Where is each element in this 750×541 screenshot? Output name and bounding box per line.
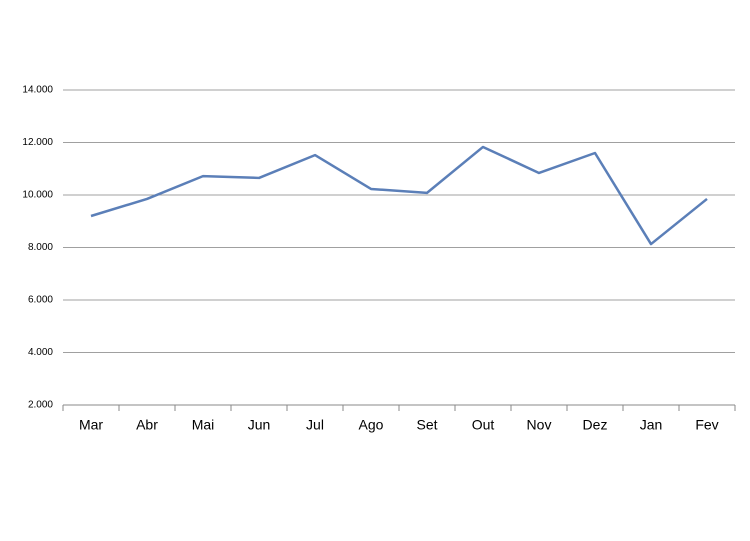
y-tick-label: 6.000 <box>28 295 53 306</box>
x-tick-label: Mai <box>192 417 215 433</box>
y-tick-label: 2.000 <box>28 400 53 411</box>
x-tick-label: Jan <box>640 417 663 433</box>
y-tick-label: 8.000 <box>28 242 53 253</box>
y-tick-label: 12.000 <box>22 137 53 148</box>
x-tick-label: Set <box>416 417 437 433</box>
x-tick-label: Out <box>472 417 495 433</box>
x-tick-label: Mar <box>79 417 103 433</box>
y-tick-label: 10.000 <box>22 190 53 201</box>
y-tick-label: 14.000 <box>22 85 53 96</box>
x-tick-label: Jul <box>306 417 324 433</box>
y-tick-label: 4.000 <box>28 347 53 358</box>
x-tick-label: Ago <box>359 417 384 433</box>
x-tick-label: Abr <box>136 417 158 433</box>
x-tick-label: Jun <box>248 417 271 433</box>
line-series <box>90 145 708 246</box>
x-tick-label: Dez <box>583 417 608 433</box>
x-tick-label: Fev <box>695 417 718 433</box>
x-tick-label: Nov <box>527 417 552 433</box>
